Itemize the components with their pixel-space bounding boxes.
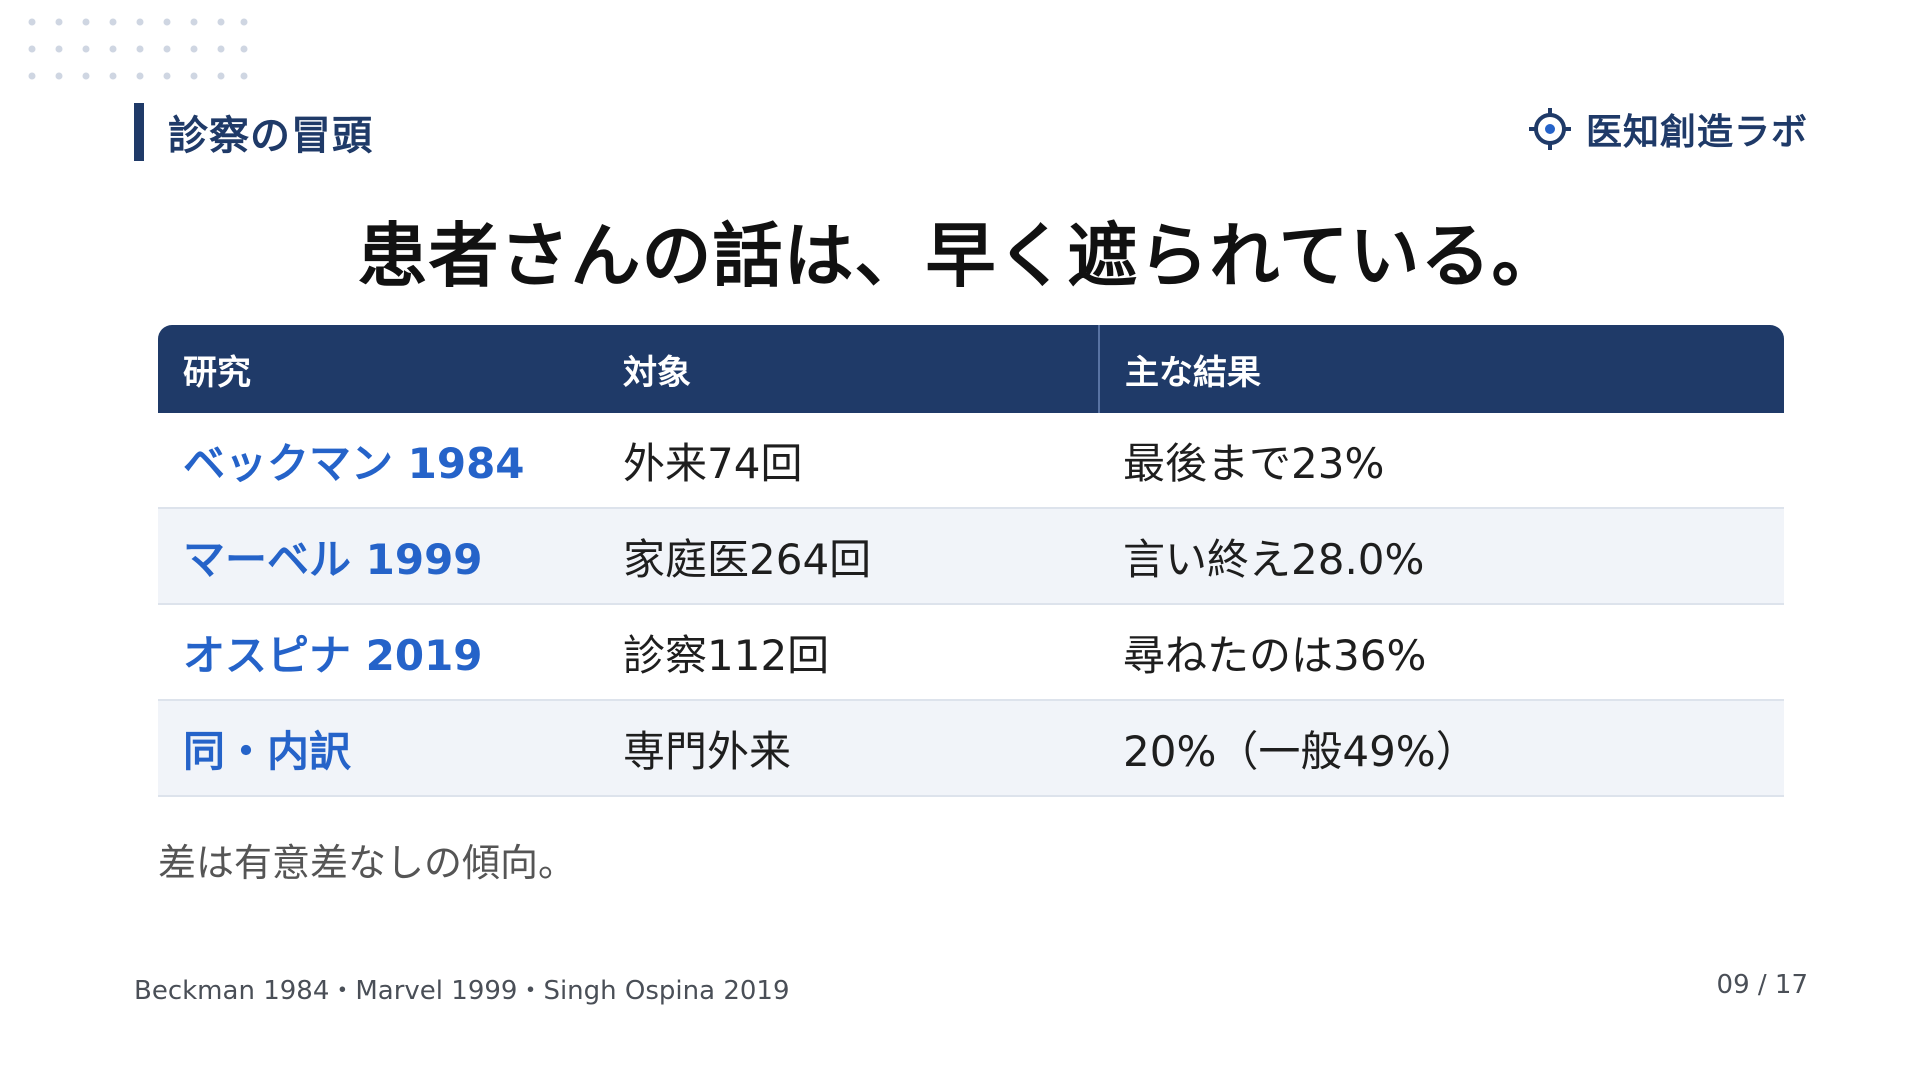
crosshair-icon [1528, 108, 1571, 150]
section-accent-bar [134, 103, 144, 161]
table-row: マーベル 1999 家庭医264回 言い終え28.0% [158, 509, 1784, 605]
table-note: 差は有意差なしの傾向。 [158, 841, 577, 885]
section-tag: 診察の冒頭 [134, 103, 373, 161]
section-label: 診察の冒頭 [168, 113, 373, 159]
study-name: ベックマン 1984 [183, 438, 525, 488]
study-subject: 専門外来 [623, 726, 792, 776]
header-study: 研究 [183, 352, 251, 393]
table-row: 同・内訳 専門外来 20%（一般49%） [158, 701, 1784, 797]
table-row: オスピナ 2019 診察112回 尋ねたのは36% [158, 605, 1784, 701]
study-subject: 診察112回 [623, 630, 830, 680]
header-result: 主な結果 [1098, 325, 1784, 413]
study-name: オスピナ 2019 [183, 630, 483, 680]
brand-logo: 医知創造ラボ [1528, 103, 1808, 155]
study-result: 最後まで23% [1123, 438, 1385, 488]
dot-grid-decoration [28, 18, 248, 80]
header-subject: 対象 [623, 352, 691, 393]
page-number: 09 / 17 [1716, 970, 1808, 1000]
table-header: 研究 対象 主な結果 [158, 325, 1784, 413]
study-table: 研究 対象 主な結果 ベックマン 1984 外来74回 最後まで23% マーベル… [158, 325, 1784, 797]
study-name: 同・内訳 [183, 726, 352, 776]
slide-headline: 患者さんの話は、早く遮られている。 [357, 215, 1563, 297]
study-result: 言い終え28.0% [1123, 534, 1425, 584]
study-subject: 外来74回 [623, 438, 803, 488]
study-subject: 家庭医264回 [623, 534, 872, 584]
footer-citations: Beckman 1984・Marvel 1999・Singh Ospina 20… [134, 976, 790, 1006]
table-row: ベックマン 1984 外来74回 最後まで23% [158, 413, 1784, 509]
study-name: マーベル 1999 [183, 534, 483, 584]
brand-name: 医知創造ラボ [1585, 112, 1808, 153]
study-result: 20%（一般49%） [1123, 726, 1478, 776]
study-result: 尋ねたのは36% [1123, 630, 1427, 680]
